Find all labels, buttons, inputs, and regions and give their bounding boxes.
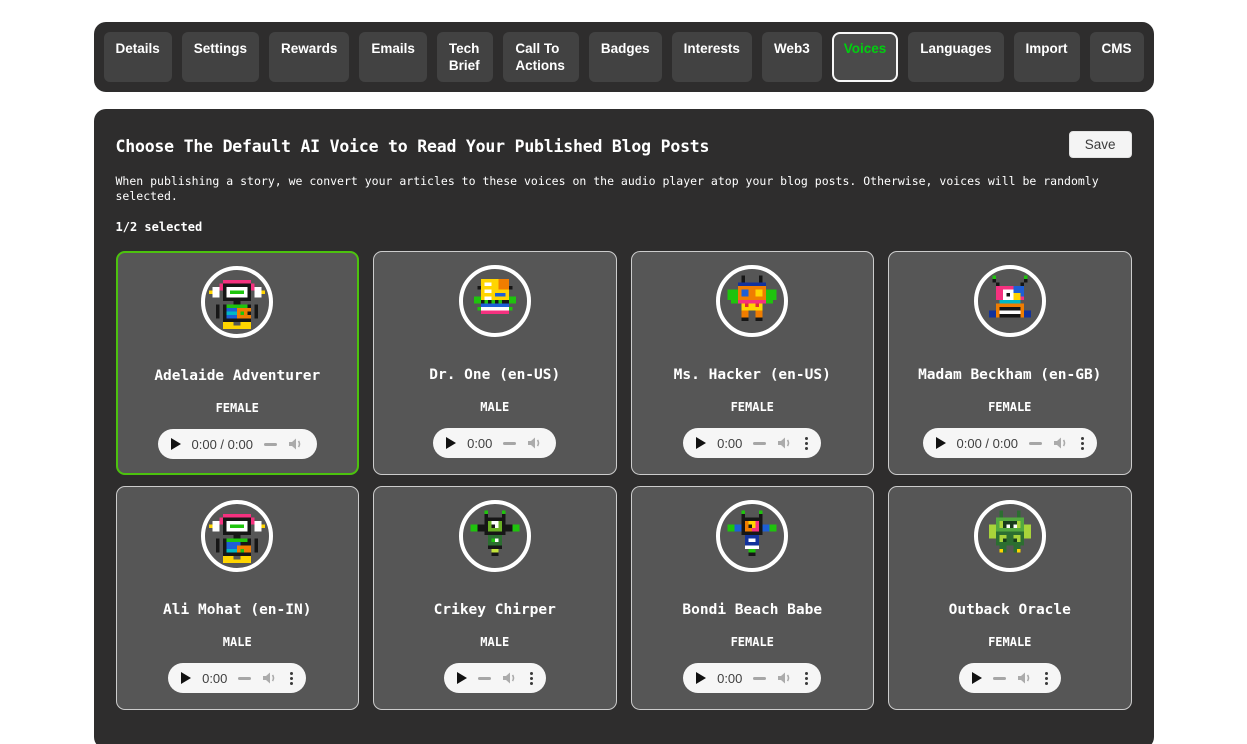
- tab-badges[interactable]: Badges: [588, 32, 662, 82]
- overflow-menu-icon[interactable]: [804, 671, 809, 685]
- play-icon[interactable]: [696, 437, 707, 449]
- tab-tech-brief[interactable]: Tech Brief: [436, 32, 494, 82]
- seek-bar[interactable]: [753, 676, 767, 680]
- voice-gender: MALE: [480, 400, 510, 414]
- voice-name: Ms. Hacker (en-US): [673, 367, 831, 383]
- tab-details[interactable]: Details: [103, 32, 172, 82]
- voice-card[interactable]: Ms. Hacker (en-US) FEMALE 0:00: [630, 251, 874, 475]
- voice-card[interactable]: Dr. One (en-US) MALE 0:00: [373, 251, 617, 475]
- tab-emails[interactable]: Emails: [359, 32, 427, 82]
- voice-name: Ali Mohat (en-IN): [163, 602, 312, 618]
- voice-gender: FEMALE: [730, 400, 774, 414]
- time-display: 0:00 / 0:00: [191, 436, 253, 452]
- voice-card-grid: Adelaide Adventurer FEMALE 0:00 / 0:00 D…: [115, 251, 1132, 710]
- volume-icon[interactable]: [527, 436, 543, 450]
- audio-player[interactable]: [958, 663, 1061, 693]
- selection-count: 1/2 selected: [115, 220, 203, 234]
- settings-tab-bar: Details Settings Rewards Emails Tech Bri…: [93, 22, 1154, 92]
- play-icon[interactable]: [696, 672, 707, 684]
- robot-avatar-icon: [458, 265, 531, 337]
- voice-gender: MALE: [480, 635, 510, 649]
- robot-avatar-icon: [716, 265, 789, 337]
- volume-icon[interactable]: [1053, 436, 1069, 450]
- seek-bar[interactable]: [1028, 441, 1042, 445]
- overflow-menu-icon[interactable]: [529, 671, 533, 685]
- audio-player[interactable]: 0:00: [683, 428, 822, 458]
- robot-avatar-icon: [458, 500, 531, 572]
- time-display: 0:00 / 0:00: [956, 435, 1018, 451]
- save-button[interactable]: Save: [1068, 131, 1132, 158]
- voice-gender: FEMALE: [988, 635, 1032, 649]
- voice-gender: MALE: [222, 635, 252, 649]
- voice-gender: FEMALE: [215, 401, 259, 415]
- tab-languages[interactable]: Languages: [908, 32, 1004, 82]
- voice-name: Crikey Chirper: [433, 602, 556, 618]
- overflow-menu-icon[interactable]: [289, 671, 294, 685]
- seek-bar[interactable]: [992, 676, 1006, 680]
- seek-bar[interactable]: [263, 442, 277, 446]
- play-icon[interactable]: [971, 672, 982, 684]
- tab-web3[interactable]: Web3: [761, 32, 822, 82]
- page: Details Settings Rewards Emails Tech Bri…: [93, 0, 1154, 744]
- seek-bar[interactable]: [477, 676, 491, 680]
- robot-avatar-icon: [973, 500, 1046, 572]
- overflow-menu-icon[interactable]: [1080, 436, 1084, 450]
- volume-icon[interactable]: [777, 671, 793, 685]
- play-icon[interactable]: [446, 437, 457, 449]
- volume-icon[interactable]: [777, 436, 793, 450]
- description-text: When publishing a story, we convert your…: [115, 174, 1099, 203]
- tab-import[interactable]: Import: [1013, 32, 1080, 82]
- voice-name: Adelaide Adventurer: [154, 368, 321, 384]
- play-icon[interactable]: [170, 438, 181, 450]
- voice-card[interactable]: Outback Oracle FEMALE: [888, 486, 1132, 710]
- seek-bar[interactable]: [238, 676, 252, 680]
- play-icon[interactable]: [181, 672, 192, 684]
- audio-player[interactable]: 0:00 / 0:00: [922, 428, 1097, 458]
- time-display: 0:00: [717, 435, 743, 451]
- overflow-menu-icon[interactable]: [1044, 671, 1048, 685]
- robot-avatar-icon: [201, 266, 274, 338]
- tab-interests[interactable]: Interests: [671, 32, 752, 82]
- seek-bar[interactable]: [753, 441, 767, 445]
- audio-player[interactable]: [443, 663, 546, 693]
- voice-name: Madam Beckham (en-GB): [918, 367, 1102, 383]
- tab-cms[interactable]: CMS: [1089, 32, 1144, 82]
- tab-voices[interactable]: Voices: [831, 32, 899, 82]
- audio-player[interactable]: 0:00: [683, 663, 822, 693]
- time-display: 0:00: [467, 435, 493, 451]
- audio-player[interactable]: 0:00: [433, 428, 557, 458]
- tab-settings[interactable]: Settings: [181, 32, 260, 82]
- tab-call-to-actions[interactable]: Call To Actions: [503, 32, 579, 82]
- volume-icon[interactable]: [288, 437, 304, 451]
- robot-avatar-icon: [973, 265, 1046, 337]
- robot-avatar-icon: [716, 500, 789, 572]
- audio-player[interactable]: 0:00: [168, 663, 307, 693]
- time-display: 0:00: [202, 670, 228, 686]
- page-title: Choose The Default AI Voice to Read Your…: [115, 137, 710, 156]
- volume-icon[interactable]: [1017, 671, 1033, 685]
- voice-name: Dr. One (en-US): [429, 367, 561, 383]
- voice-card[interactable]: Madam Beckham (en-GB) FEMALE 0:00 / 0:00: [888, 251, 1132, 475]
- play-icon[interactable]: [935, 437, 946, 449]
- voice-name: Bondi Beach Babe: [682, 602, 823, 618]
- voices-panel: Choose The Default AI Voice to Read Your…: [93, 109, 1154, 744]
- seek-bar[interactable]: [503, 441, 517, 445]
- overflow-menu-icon[interactable]: [804, 436, 809, 450]
- voice-name: Outback Oracle: [948, 602, 1071, 618]
- time-display: 0:00: [717, 670, 743, 686]
- voice-card[interactable]: Adelaide Adventurer FEMALE 0:00 / 0:00: [115, 251, 359, 475]
- voice-gender: FEMALE: [730, 635, 774, 649]
- voice-card[interactable]: Bondi Beach Babe FEMALE 0:00: [630, 486, 874, 710]
- play-icon[interactable]: [456, 672, 467, 684]
- robot-avatar-icon: [201, 500, 274, 572]
- voice-card[interactable]: Ali Mohat (en-IN) MALE 0:00: [115, 486, 359, 710]
- voice-gender: FEMALE: [988, 400, 1032, 414]
- volume-icon[interactable]: [502, 671, 518, 685]
- audio-player[interactable]: 0:00 / 0:00: [157, 429, 317, 459]
- tab-rewards[interactable]: Rewards: [269, 32, 350, 82]
- volume-icon[interactable]: [262, 671, 278, 685]
- voice-card[interactable]: Crikey Chirper MALE: [373, 486, 617, 710]
